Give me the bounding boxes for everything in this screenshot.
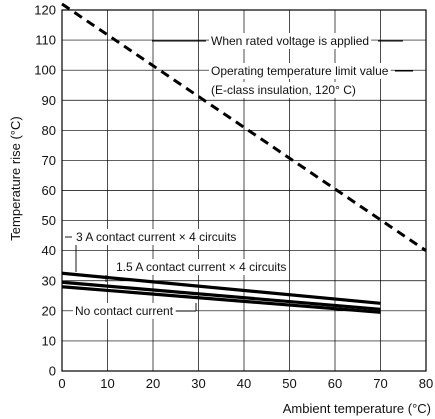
series-line-2 <box>61 271 381 305</box>
y-tick-label: 30 <box>42 273 56 288</box>
plot-frame <box>61 9 427 372</box>
y-tick-label: 70 <box>42 153 56 168</box>
series-line-4 <box>61 285 381 314</box>
annotation-background <box>209 63 391 79</box>
y-tick-label: 110 <box>35 33 56 48</box>
x-tick-label: 0 <box>58 376 65 391</box>
annotation-background <box>74 229 239 245</box>
axis-ticks: 0 10 20 30 40 50 60 70 80 90 100 110 120 0 10 20 30 40 50 6… <box>34 3 433 392</box>
x-tick-label: 20 <box>146 376 160 391</box>
series-lines <box>61 2 427 314</box>
y-tick-label: 80 <box>42 123 56 138</box>
y-tick-label: 40 <box>42 243 56 258</box>
x-tick-label: 10 <box>100 376 114 391</box>
x-tick-label: 40 <box>237 376 251 391</box>
x-tick-label: 60 <box>328 376 342 391</box>
x-tick-label: 30 <box>191 376 205 391</box>
annotation-label: No contact current <box>75 304 174 318</box>
x-tick-label: 70 <box>373 376 387 391</box>
annotation-label: When rated voltage is applied <box>211 34 369 48</box>
series-line-1 <box>61 2 427 252</box>
y-tick-label: 100 <box>34 63 56 78</box>
y-tick-label: 20 <box>42 303 56 318</box>
series-line-3 <box>61 280 381 311</box>
annotation-label: 1.5 A contact current × 4 circuits <box>116 260 286 274</box>
x-tick-label: 80 <box>419 376 433 391</box>
y-tick-label: 60 <box>42 183 56 198</box>
y-axis-label: Temperature rise (°C) <box>8 116 23 240</box>
x-tick-label: 50 <box>282 376 296 391</box>
annotations: When rated voltage is applied Operating t… <box>65 33 413 319</box>
annotation-background <box>73 303 176 319</box>
y-tick-label: 0 <box>49 364 56 379</box>
y-tick-label: 90 <box>42 93 56 108</box>
annotation-background <box>114 259 289 275</box>
annotation-background <box>209 82 358 98</box>
annotation-label: Operating temperature limit value <box>211 64 389 78</box>
x-axis-label: Ambient temperature (°C) <box>283 401 431 416</box>
annotation-label: 3 A contact current × 4 circuits <box>76 230 236 244</box>
y-tick-label: 120 <box>34 3 56 18</box>
y-tick-label: 10 <box>42 333 56 348</box>
annotation-background <box>209 33 372 49</box>
annotation-label: (E-class insulation, 120° C) <box>211 83 356 97</box>
y-tick-label: 50 <box>42 213 56 228</box>
